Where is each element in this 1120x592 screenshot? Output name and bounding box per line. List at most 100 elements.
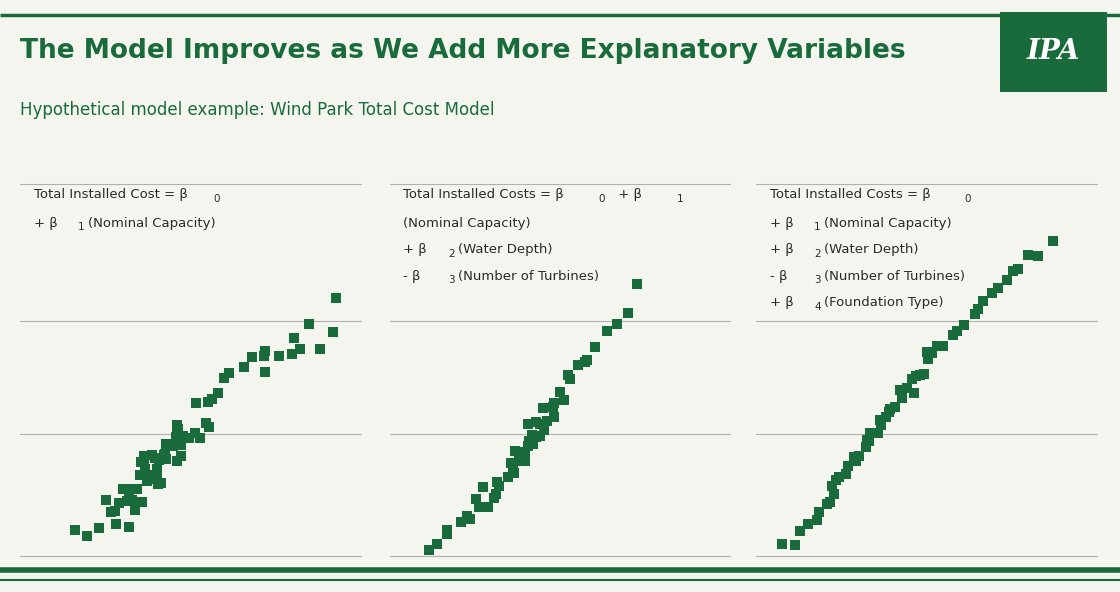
Point [96,495,114,504]
Point [928,341,946,350]
Point [524,439,542,449]
Point [157,439,175,448]
Point [561,374,579,384]
Point [283,349,301,358]
Point [438,529,456,539]
Point [150,455,168,465]
Point [141,474,159,484]
Point [1029,251,1047,260]
Text: Total Installed Costs = β: Total Installed Costs = β [769,188,931,201]
Point [505,469,523,478]
Point [474,482,492,491]
Point [491,481,508,491]
Point [535,425,553,435]
Point [174,431,192,440]
Point [887,403,905,412]
Text: - β: - β [403,269,421,282]
Point [106,519,124,528]
Point [199,397,217,407]
Point [898,384,916,393]
Point [559,371,577,380]
Point [132,457,150,466]
Point [470,502,488,511]
Point [470,503,488,512]
Text: 3: 3 [814,275,821,285]
Point [200,422,218,432]
Point [880,404,898,413]
Point [954,320,972,330]
Point [146,453,164,462]
Point [66,525,84,535]
Point [270,351,288,361]
Text: (Water Depth): (Water Depth) [458,243,552,256]
Point [628,279,646,289]
Point [1044,236,1062,246]
Text: 0: 0 [213,194,220,204]
Point [420,545,438,554]
Text: 2: 2 [448,249,455,259]
Point [800,519,818,529]
Point [428,539,446,548]
Point [850,452,868,461]
Point [923,348,941,358]
Text: The Model Improves as We Add More Explanatory Variables: The Model Improves as We Add More Explan… [20,38,906,65]
Point [934,341,952,350]
Text: (Number of Turbines): (Number of Turbines) [824,269,965,282]
Point [821,498,839,507]
Text: (Nominal Capacity): (Nominal Capacity) [88,217,216,230]
Point [1009,264,1027,274]
Point [520,441,538,451]
Point [300,319,318,329]
Point [844,452,862,462]
Point [792,526,810,536]
Point [148,472,166,481]
Point [506,446,524,456]
Point [828,475,846,485]
Point [168,420,186,430]
Text: 3: 3 [448,275,455,285]
Point [810,507,828,517]
Point [157,455,175,464]
Point [180,433,198,443]
Point [967,310,984,319]
Point [438,525,456,535]
Point [120,522,138,532]
Point [586,342,604,352]
Point [786,540,804,549]
Point [974,296,992,305]
Point [221,368,239,378]
Point [114,484,132,494]
Point [284,333,302,342]
Point [169,424,187,434]
Point [141,470,159,480]
Point [556,395,573,405]
Point [187,398,205,407]
Text: 1: 1 [814,222,821,232]
Point [128,484,146,493]
Point [131,471,149,480]
Text: + β: + β [769,296,793,309]
Point [773,539,791,549]
Point [502,458,520,467]
Point [918,355,936,364]
Text: (Number of Turbines): (Number of Turbines) [458,269,599,282]
Point [912,371,930,380]
Point [458,511,476,520]
Point [149,480,167,489]
Text: 0: 0 [964,194,971,204]
Point [869,429,887,438]
Point [215,373,233,382]
Text: 2: 2 [814,249,821,259]
Point [498,472,516,482]
Point [204,394,222,404]
Point [948,326,965,336]
Point [255,367,273,377]
Point [452,517,470,527]
Point [578,356,596,365]
Text: 1: 1 [78,222,85,232]
Point [872,420,890,429]
Point [861,428,879,437]
Point [825,490,843,499]
Point [830,472,848,482]
Point [156,449,174,458]
